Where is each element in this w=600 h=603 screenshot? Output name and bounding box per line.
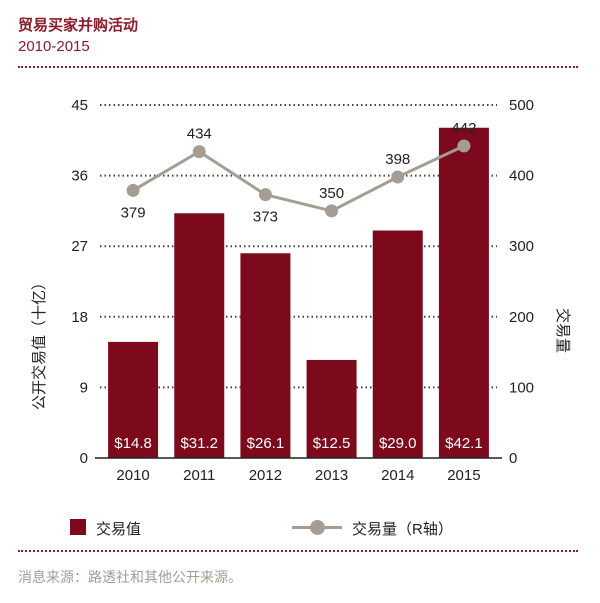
y2-tick-label: 200 — [509, 309, 534, 326]
x-tick-label: 2011 — [183, 467, 215, 484]
line-point — [457, 139, 471, 153]
bar-value-label: $26.1 — [247, 435, 285, 452]
y2-tick-label: 0 — [509, 450, 517, 467]
line-point — [192, 145, 206, 159]
bar-value-label: $31.2 — [180, 435, 218, 452]
source-note: 消息来源：路透社和其他公开来源。 — [18, 569, 242, 585]
y-tick-label: 0 — [80, 450, 88, 467]
y-tick-label: 27 — [71, 238, 88, 255]
y2-tick-label: 100 — [509, 379, 534, 396]
bar — [438, 127, 489, 458]
footer-divider — [18, 550, 578, 552]
series-line — [132, 144, 465, 213]
legend-line-label: 交易量（R轴） — [352, 521, 453, 538]
bar-value-label: $14.8 — [114, 435, 152, 452]
line-point — [391, 170, 405, 184]
x-tick-label: 2010 — [116, 467, 149, 484]
line-point — [325, 204, 339, 218]
legend-line-marker — [310, 520, 325, 535]
bar-value-label: $29.0 — [379, 435, 417, 452]
line-value-label: 398 — [385, 151, 410, 168]
bar — [174, 213, 225, 458]
legend-bar-swatch — [70, 519, 86, 535]
y-axis-title-text: 公开交易值（十亿） — [30, 275, 48, 410]
x-tick-label: 2015 — [447, 467, 480, 484]
line-value-label: 442 — [451, 120, 476, 137]
x-tick-label: 2012 — [249, 467, 282, 484]
y-tick-label: 9 — [80, 379, 88, 396]
line-value-label: 373 — [253, 209, 278, 226]
line-value-label: 350 — [319, 185, 344, 202]
y2-tick-label: 300 — [509, 238, 534, 255]
chart-subtitle: 2010-2015 — [18, 38, 90, 55]
line-point — [126, 183, 140, 197]
bar — [108, 341, 159, 458]
bar — [240, 253, 291, 458]
bar-value-label: $12.5 — [313, 435, 351, 452]
bar — [372, 230, 423, 458]
y2-tick-label: 500 — [509, 97, 534, 114]
bar-value-label: $42.1 — [445, 435, 483, 452]
y2-axis-title: 交易量 — [554, 308, 572, 353]
chart-title: 贸易买家并购活动 — [18, 17, 139, 34]
x-tick-label: 2014 — [381, 467, 414, 484]
legend-bar-label: 交易值 — [96, 521, 142, 538]
y-axis-title: 公开交易值（十亿） — [30, 275, 48, 410]
header-divider — [18, 66, 578, 68]
y-tick-label: 36 — [71, 168, 88, 185]
x-tick-label: 2013 — [315, 467, 348, 484]
line-value-label: 434 — [187, 126, 212, 143]
y2-tick-label: 400 — [509, 168, 534, 185]
y-tick-label: 18 — [71, 309, 88, 326]
line-value-label: 379 — [121, 204, 146, 221]
y-tick-label: 45 — [71, 97, 88, 114]
line-point — [258, 188, 272, 202]
bar — [306, 359, 357, 458]
